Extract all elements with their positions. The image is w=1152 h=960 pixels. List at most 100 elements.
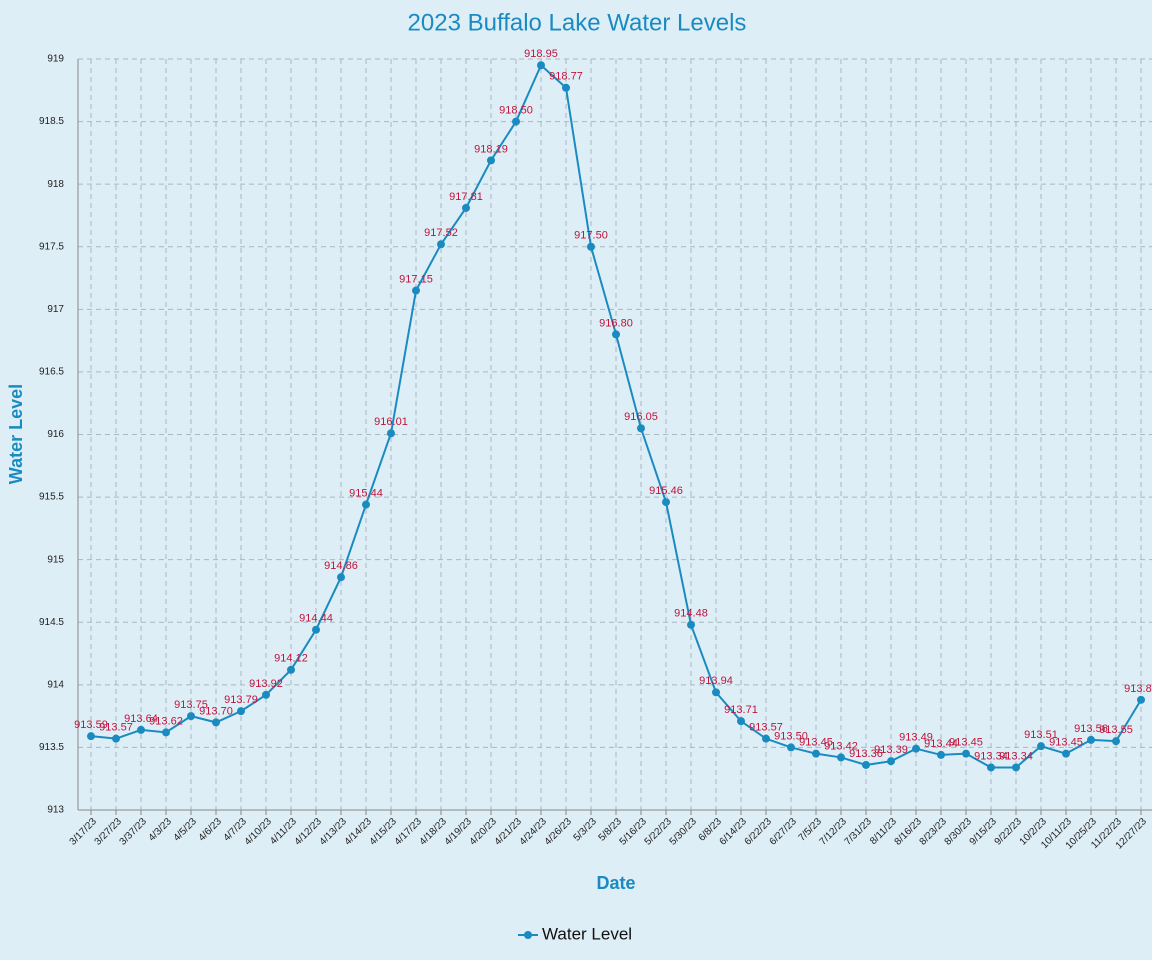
data-label: 917.50 bbox=[574, 230, 608, 242]
data-label: 913.62 bbox=[149, 715, 183, 727]
data-label: 914.86 bbox=[324, 560, 358, 572]
point bbox=[887, 757, 895, 766]
data-label: 913.45 bbox=[799, 737, 833, 749]
x-tick-label: 4/26/23 bbox=[543, 816, 575, 848]
point bbox=[912, 744, 920, 753]
y-tick-label: 918 bbox=[47, 179, 64, 190]
data-label: 913.34 bbox=[974, 750, 1008, 762]
data-label: 917.15 bbox=[399, 273, 433, 285]
point bbox=[662, 498, 670, 507]
y-tick-label: 914.5 bbox=[39, 617, 64, 628]
data-label: 913.94 bbox=[699, 675, 733, 687]
legend-label: Water Level bbox=[542, 924, 632, 943]
data-label: 913.59 bbox=[74, 719, 108, 731]
data-label: 913.42 bbox=[824, 740, 858, 752]
point bbox=[737, 717, 745, 726]
x-tick-label: 3/37/23 bbox=[118, 816, 150, 848]
point bbox=[1037, 742, 1045, 751]
point bbox=[862, 760, 870, 769]
y-axis-title: Water Level bbox=[6, 384, 26, 484]
x-tick-label: 5/30/23 bbox=[668, 816, 700, 848]
data-label: 913.64 bbox=[124, 713, 158, 725]
legend-marker bbox=[524, 931, 532, 939]
data-label: 915.44 bbox=[349, 487, 383, 499]
x-tick-label: 7/31/23 bbox=[843, 816, 875, 848]
y-tick-label: 918.5 bbox=[39, 116, 64, 127]
data-label: 913.34 bbox=[999, 750, 1033, 762]
point bbox=[687, 620, 695, 629]
y-tick-label: 914 bbox=[47, 679, 64, 690]
point bbox=[637, 424, 645, 433]
point bbox=[287, 665, 295, 674]
point bbox=[87, 732, 95, 741]
data-label: 918.77 bbox=[549, 71, 583, 83]
point bbox=[312, 625, 320, 634]
data-label: 913.45 bbox=[1049, 737, 1083, 749]
y-tick-label: 919 bbox=[47, 54, 64, 65]
point bbox=[237, 707, 245, 716]
data-label: 913.70 bbox=[199, 705, 233, 717]
data-label: 915.46 bbox=[649, 485, 683, 497]
y-tick-label: 915.5 bbox=[39, 492, 64, 503]
point bbox=[612, 330, 620, 339]
data-label: 916.01 bbox=[374, 416, 408, 428]
x-tick-label: 6/27/23 bbox=[768, 816, 800, 848]
data-label: 913.56 bbox=[1074, 723, 1108, 735]
point bbox=[812, 749, 820, 758]
x-axis-title: Date bbox=[596, 873, 635, 893]
point bbox=[387, 429, 395, 438]
data-label: 918.19 bbox=[474, 143, 508, 155]
data-label: 913.39 bbox=[874, 744, 908, 756]
data-label: 913.71 bbox=[724, 704, 758, 716]
point bbox=[1087, 735, 1095, 744]
x-tick-label: 4/3/23 bbox=[147, 816, 175, 844]
y-tick-label: 913.5 bbox=[39, 742, 64, 753]
y-tick-label: 915 bbox=[47, 554, 64, 565]
chart-title: 2023 Buffalo Lake Water Levels bbox=[408, 9, 747, 36]
point bbox=[112, 734, 120, 743]
data-label: 913.55 bbox=[1099, 724, 1133, 736]
data-label: 913.88 bbox=[1124, 683, 1152, 695]
data-label: 918.50 bbox=[499, 104, 533, 116]
point bbox=[537, 61, 545, 70]
point bbox=[712, 688, 720, 697]
point bbox=[487, 156, 495, 165]
data-label: 916.05 bbox=[624, 411, 658, 423]
data-label: 916.80 bbox=[599, 317, 633, 329]
x-tick-label: 5/3/23 bbox=[572, 816, 600, 844]
point bbox=[337, 573, 345, 582]
y-tick-label: 913 bbox=[47, 805, 64, 816]
point bbox=[962, 749, 970, 758]
data-label: 913.57 bbox=[749, 722, 783, 734]
x-tick-label: 4/5/23 bbox=[172, 816, 200, 844]
point bbox=[937, 750, 945, 759]
data-label: 917.52 bbox=[424, 227, 458, 239]
data-label: 917.81 bbox=[449, 191, 483, 203]
x-tick-label: 4/10/23 bbox=[243, 816, 275, 848]
point bbox=[262, 690, 270, 699]
data-label: 913.50 bbox=[774, 730, 808, 742]
point bbox=[187, 712, 195, 721]
point bbox=[562, 83, 570, 92]
point bbox=[1012, 763, 1020, 772]
data-label: 914.48 bbox=[674, 608, 708, 620]
point bbox=[787, 743, 795, 752]
point bbox=[512, 117, 520, 126]
data-label: 913.51 bbox=[1024, 729, 1058, 741]
point bbox=[1112, 737, 1120, 746]
data-label: 913.75 bbox=[174, 699, 208, 711]
data-label: 914.44 bbox=[299, 613, 333, 625]
point bbox=[212, 718, 220, 727]
data-label: 913.36 bbox=[849, 748, 883, 760]
point bbox=[462, 203, 470, 212]
point bbox=[1062, 749, 1070, 758]
point bbox=[437, 240, 445, 249]
data-label: 913.92 bbox=[249, 678, 283, 690]
point bbox=[1137, 695, 1145, 704]
point bbox=[587, 242, 595, 251]
point bbox=[362, 500, 370, 509]
data-label: 913.57 bbox=[99, 722, 133, 734]
point bbox=[987, 763, 995, 772]
